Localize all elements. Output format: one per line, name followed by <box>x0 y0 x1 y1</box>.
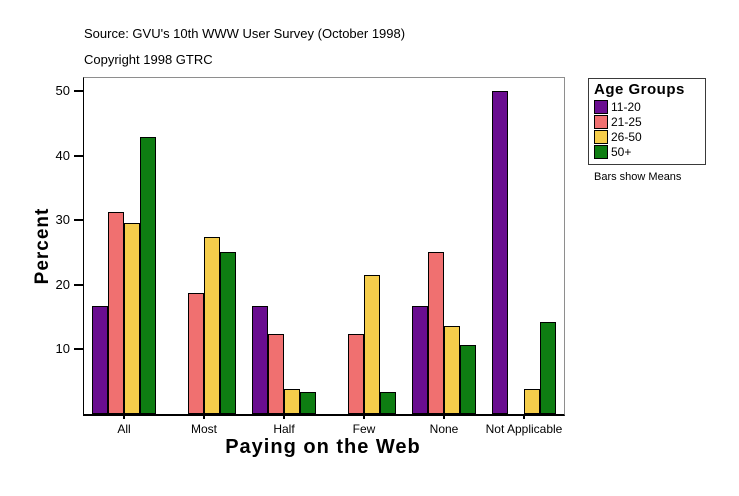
x-category-label: Not Applicable <box>485 422 563 436</box>
x-tick-mark <box>283 414 285 419</box>
bar-21-25 <box>108 212 124 414</box>
legend-swatch-icon <box>594 100 608 114</box>
legend-swatch-icon <box>594 145 608 159</box>
legend-swatch-icon <box>594 115 608 129</box>
bar-21-25 <box>428 252 444 414</box>
x-category-label: Most <box>190 422 217 436</box>
bar-50+ <box>460 345 476 414</box>
legend-items: 11-20 21-25 26-50 50+ <box>594 100 700 159</box>
copyright-caption: Copyright 1998 GTRC <box>84 52 213 67</box>
x-axis-title: Paying on the Web <box>225 436 421 458</box>
legend-title: Age Groups <box>594 81 685 98</box>
x-category-label: All <box>117 422 131 436</box>
legend-item-label: 26-50 <box>611 130 642 144</box>
bar-26-50 <box>124 223 140 414</box>
bar-50+ <box>380 392 396 414</box>
bar-11-20 <box>492 91 508 414</box>
source-caption: Source: GVU's 10th WWW User Survey (Octo… <box>84 26 406 41</box>
legend-swatch-icon <box>594 130 608 144</box>
legend-item: 26-50 <box>594 130 700 144</box>
bar-26-50 <box>284 389 300 414</box>
y-tick-label: 40 <box>55 148 70 163</box>
x-tick-mark <box>523 414 525 419</box>
legend-box: Age Groups 11-20 21-25 26-50 50+ <box>588 78 706 165</box>
bar-26-50 <box>524 389 540 414</box>
legend-item-label: 50+ <box>611 145 632 159</box>
y-tick-mark <box>74 348 84 350</box>
plot-area: All Most Half Few None Not Applicable 10 20 30 40… <box>56 77 565 436</box>
bar-21-25 <box>268 334 284 414</box>
x-tick-mark <box>203 414 205 419</box>
y-tick-mark <box>74 284 84 286</box>
legend-item: 50+ <box>594 145 700 159</box>
bar-11-20 <box>92 306 108 414</box>
y-tick-label: 10 <box>55 341 70 356</box>
chart-note: Bars show Means <box>594 171 682 183</box>
y-tick-label: 50 <box>55 83 70 98</box>
bar-26-50 <box>204 237 220 414</box>
legend-item-label: 21-25 <box>611 115 642 129</box>
x-tick-mark <box>363 414 365 419</box>
bar-11-20 <box>252 306 268 414</box>
x-category-label: None <box>429 422 459 436</box>
x-category-label: Half <box>273 422 295 436</box>
y-tick-mark <box>74 90 84 92</box>
x-category-label: Few <box>352 422 376 436</box>
y-tick-label: 20 <box>55 277 70 292</box>
bar-21-25 <box>348 334 364 414</box>
bar-50+ <box>140 137 156 414</box>
legend-item: 11-20 <box>594 100 700 114</box>
legend-item: 21-25 <box>594 115 700 129</box>
y-tick-label: 30 <box>55 212 70 227</box>
bar-21-25 <box>188 293 204 414</box>
bar-26-50 <box>444 326 460 414</box>
bar-50+ <box>220 252 236 414</box>
bar-50+ <box>540 322 556 414</box>
x-tick-mark <box>443 414 445 419</box>
y-tick-mark <box>74 155 84 157</box>
y-tick-mark <box>74 219 84 221</box>
x-tick-mark <box>123 414 125 419</box>
bar-11-20 <box>412 306 428 414</box>
bar-50+ <box>300 392 316 414</box>
bar-26-50 <box>364 275 380 414</box>
legend-item-label: 11-20 <box>611 100 641 114</box>
